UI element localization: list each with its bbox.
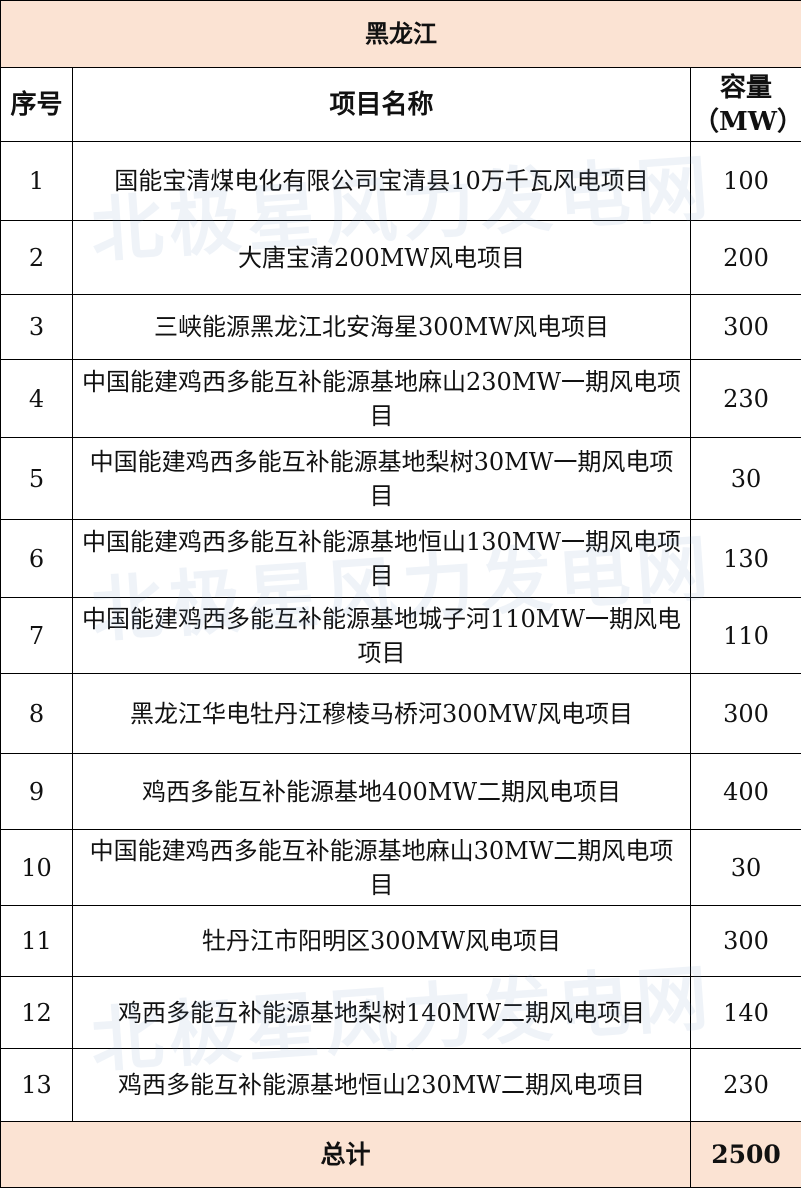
project-name: 牡丹江市阳明区300MW风电项目 [73,906,691,977]
row-number: 9 [1,754,73,830]
project-name: 三峡能源黑龙江北安海星300MW风电项目 [73,295,691,360]
capacity: 130 [691,520,801,598]
row-number: 7 [1,598,73,674]
total-label: 总计 [1,1122,691,1188]
row-number: 3 [1,295,73,360]
header-row: 序号 项目名称 容量（MW） [1,68,801,142]
row-number: 12 [1,977,73,1049]
header-cell: 容量（MW） [691,68,801,142]
row-number: 11 [1,906,73,977]
header-cell: 项目名称 [73,68,691,142]
capacity: 230 [691,360,801,438]
project-name: 中国能建鸡西多能互补能源基地麻山30MW二期风电项目 [73,830,691,906]
project-name: 鸡西多能互补能源基地400MW二期风电项目 [73,754,691,830]
capacity: 230 [691,1049,801,1122]
row-number: 1 [1,142,73,221]
capacity: 400 [691,754,801,830]
project-name: 中国能建鸡西多能互补能源基地梨树30MW一期风电项目 [73,438,691,520]
row-number: 10 [1,830,73,906]
row-number: 13 [1,1049,73,1122]
row-number: 6 [1,520,73,598]
capacity: 300 [691,906,801,977]
project-name: 大唐宝清200MW风电项目 [73,221,691,295]
header-cell: 序号 [1,68,73,142]
capacity: 30 [691,830,801,906]
row-number: 8 [1,674,73,754]
project-name: 鸡西多能互补能源基地恒山230MW二期风电项目 [73,1049,691,1122]
row-number: 4 [1,360,73,438]
project-name: 中国能建鸡西多能互补能源基地恒山130MW一期风电项目 [73,520,691,598]
capacity: 200 [691,221,801,295]
project-name: 黑龙江华电牡丹江穆棱马桥河300MW风电项目 [73,674,691,754]
project-name: 鸡西多能互补能源基地梨树140MW二期风电项目 [73,977,691,1049]
capacity: 300 [691,295,801,360]
project-name: 国能宝清煤电化有限公司宝清县10万千瓦风电项目 [73,142,691,221]
row-number: 5 [1,438,73,520]
capacity: 300 [691,674,801,754]
total-value: 2500 [691,1122,801,1188]
project-name: 中国能建鸡西多能互补能源基地城子河110MW一期风电项目 [73,598,691,674]
capacity: 30 [691,438,801,520]
capacity: 100 [691,142,801,221]
row-number: 2 [1,221,73,295]
project-name: 中国能建鸡西多能互补能源基地麻山230MW一期风电项目 [73,360,691,438]
capacity: 110 [691,598,801,674]
table-title: 黑龙江 [1,1,801,68]
title-row: 黑龙江 [1,1,801,68]
capacity: 140 [691,977,801,1049]
